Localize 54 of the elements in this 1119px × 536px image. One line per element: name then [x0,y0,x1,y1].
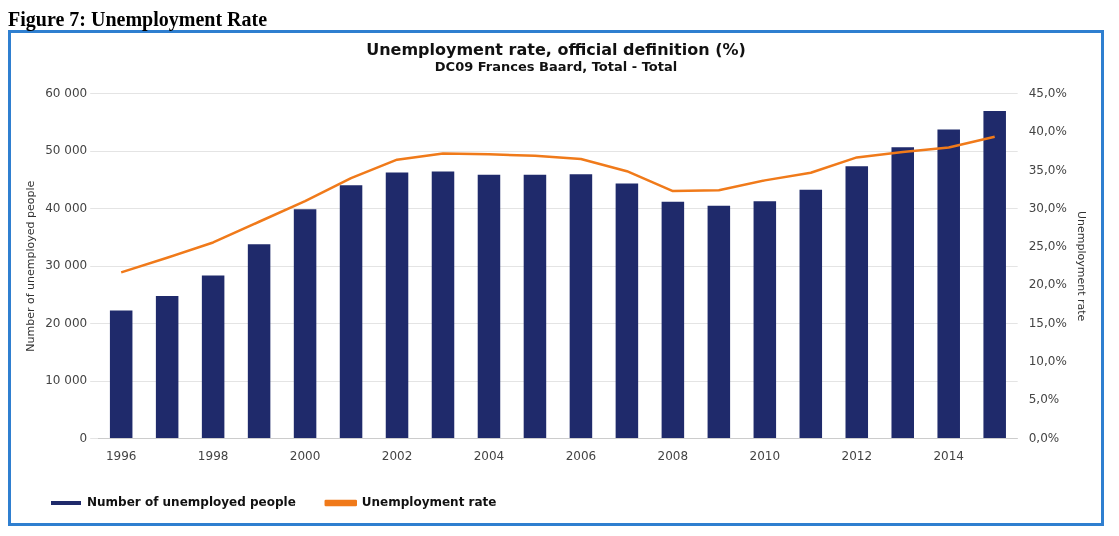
y2-tick-label: 5,0% [1028,392,1060,407]
y-tick-label: 0 [79,430,88,445]
x-tick-label: 2010 [749,448,781,463]
y-axis-title: Number of unemployed people [24,180,38,352]
y2-tick-label: 35,0% [1028,162,1067,177]
y-tick-label: 10 000 [45,373,88,388]
bar [661,201,685,439]
y2-tick-label: 15,0% [1028,315,1067,330]
bar [523,174,547,439]
legend-label: Number of unemployed people [87,495,296,510]
y-tick-label: 40 000 [45,200,88,215]
bar [707,205,731,439]
x-tick-label: 2006 [565,448,597,463]
x-tick-label: 2004 [473,448,505,463]
bar [247,244,271,439]
y2-tick-label: 40,0% [1028,124,1067,139]
bar [569,174,593,439]
bar [845,166,869,439]
bar [201,275,225,439]
chart-subtitle: DC09 Frances Baard, Total - Total [434,59,678,75]
x-tick-label: 2008 [657,448,689,463]
chart-title: Unemployment rate, official definition (%) [366,39,746,59]
y2-tick-label: 20,0% [1028,277,1067,292]
legend-label: Unemployment rate [361,495,497,510]
y2-axis-title: Unemployment rate [1074,211,1088,322]
x-tick-label: 2012 [841,448,873,463]
bar [477,174,501,439]
y2-tick-label: 10,0% [1028,354,1067,369]
x-tick-label: 1996 [105,448,137,463]
bar [155,296,179,439]
bar [753,201,777,439]
x-tick-label: 2002 [381,448,413,463]
x-tick-label: 1998 [197,448,229,463]
bar [799,189,823,439]
bar [109,310,133,439]
y-tick-label: 60 000 [45,85,88,100]
caption: Figure 7: Unemployment Rate [8,8,269,30]
bar [385,172,409,439]
y2-tick-label: 25,0% [1028,239,1067,254]
x-tick-label: 2014 [933,448,964,463]
y-tick-label: 50 000 [45,143,88,158]
bar [937,129,960,439]
bar [431,171,455,439]
bar [891,147,915,439]
y2-tick-label: 30,0% [1028,200,1067,215]
bar [293,209,317,439]
y-tick-label: 20 000 [45,315,88,330]
y-tick-label: 30 000 [45,258,88,273]
x-tick-label: 2000 [289,448,321,463]
bar [615,183,639,439]
y2-tick-label: 45,0% [1028,85,1067,100]
bar [339,185,363,439]
y2-tick-label: 0,0% [1028,430,1060,445]
bar [983,111,1006,439]
